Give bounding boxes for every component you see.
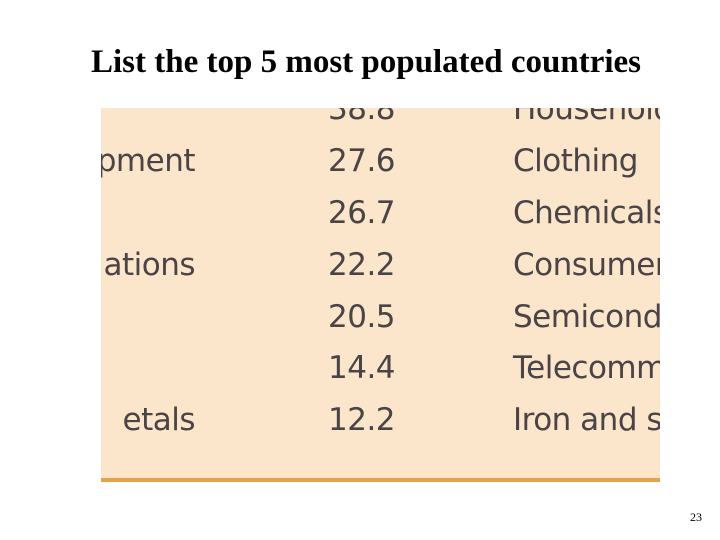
table-cell-label: Telecommu (513, 350, 660, 386)
table-cell-label: Chemicals (513, 195, 660, 231)
table-cell-label: uipment (101, 143, 195, 179)
table-cell-label: Semicondu (513, 299, 660, 335)
table-bottom-rule (101, 478, 660, 482)
table-cell-value: 14.4 (328, 350, 396, 386)
table-cell-label: Household (513, 108, 660, 127)
table-cell-label: Clothing (513, 143, 638, 179)
table-cell-value: 26.7 (328, 195, 396, 231)
table-cell-value: 20.5 (328, 299, 396, 335)
table-cell-label: Iron and ste (513, 402, 660, 438)
table-cell-label: ations (103, 247, 195, 283)
slide-title: List the top 5 most populated countries (90, 44, 642, 80)
table-cell-value: 12.2 (328, 402, 396, 438)
table-cell-label: Consumer (513, 247, 660, 283)
table-cell-value: 22.2 (328, 247, 396, 283)
table-cell-value: 38.8 (328, 108, 396, 127)
table-cell-label: etals (122, 402, 196, 438)
table-cell-value: 27.6 (328, 143, 396, 179)
table-image: 38.8 Household uipment 27.6 Clothing 26.… (101, 108, 660, 482)
page-number: 23 (690, 510, 702, 524)
